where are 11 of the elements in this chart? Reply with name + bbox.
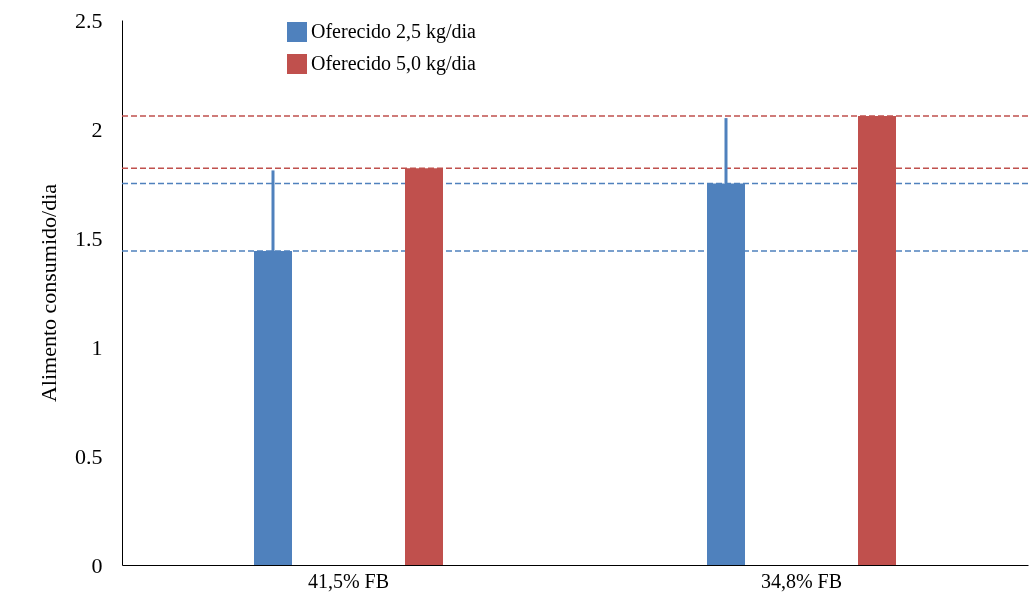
x-tick-label: 41,5% FB: [307, 569, 390, 592]
y-tick-label: 0: [91, 552, 103, 578]
y-tick-label: 2: [91, 116, 103, 142]
x-tick-label: 34,8% FB: [760, 569, 843, 592]
y-tick-label: 1.5: [75, 225, 103, 251]
y-tick-label: 0.5: [75, 443, 103, 469]
y-axis-title: Alimento consumido/dia: [36, 183, 61, 403]
y-tick-label: 1: [91, 334, 103, 360]
legend-label: Oferecido 2,5 kg/dia: [311, 20, 477, 43]
legend-label: Oferecido 5,0 kg/dia: [311, 52, 477, 75]
y-tick-label: 2.5: [75, 7, 103, 33]
